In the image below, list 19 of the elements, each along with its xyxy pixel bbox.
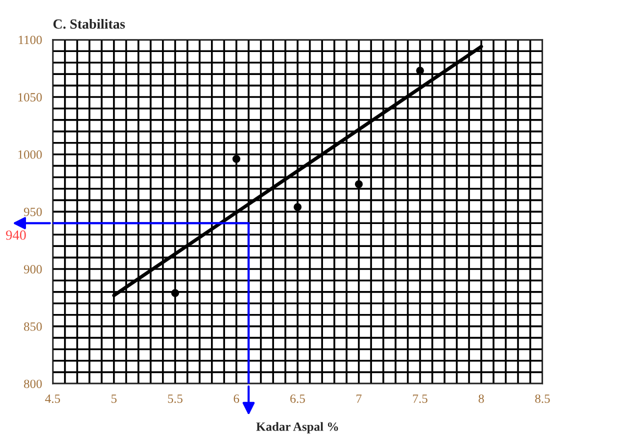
x-tick-label: 6	[234, 394, 240, 403]
x-tick-label: 4.5	[45, 394, 60, 403]
ref-line-label: 940	[6, 230, 26, 240]
x-axis-title: Kadar Aspal %	[256, 422, 338, 434]
y-tick-label: 800	[24, 380, 42, 388]
x-tick-label: 6.5	[290, 394, 305, 403]
x-tick-label: 7.5	[413, 394, 428, 403]
x-tick-label: 8	[478, 394, 484, 403]
y-tick-label: 1050	[18, 93, 42, 102]
y-tick-label: 1100	[18, 36, 42, 44]
y-tick-label: 850	[24, 322, 42, 331]
x-tick-label: 5	[112, 394, 117, 403]
x-tick-label: 8.5	[535, 394, 550, 403]
y-tick-label: 900	[24, 265, 42, 274]
x-tick-label: 7	[356, 394, 362, 403]
y-tick-label: 1000	[18, 150, 42, 159]
x-tick-label: 5.5	[168, 394, 182, 403]
y-tick-label: 950	[24, 208, 42, 216]
chart-title: C. Stabilitas	[53, 18, 125, 29]
